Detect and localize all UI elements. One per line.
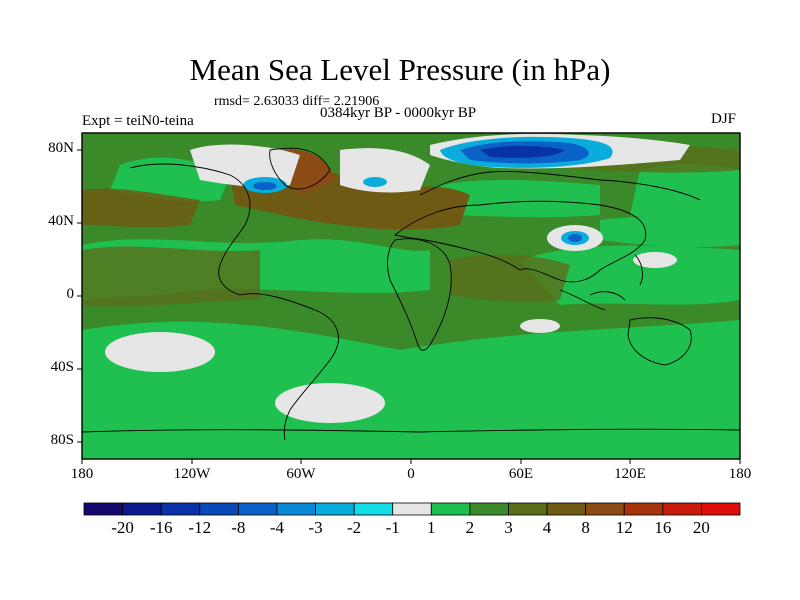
colorbar-swatch xyxy=(353,502,394,516)
experiment-label: Expt = teiN0-teina xyxy=(82,113,194,129)
colorbar-swatch xyxy=(430,502,471,516)
colorbar-label: 4 xyxy=(542,518,552,537)
colorbar-label: -2 xyxy=(347,518,362,537)
colorbar-swatch xyxy=(199,502,239,516)
colorbar-swatch xyxy=(508,502,548,516)
x-tick-label: 120E xyxy=(614,466,646,482)
colorbar xyxy=(83,502,741,516)
y-tick-label: 80S xyxy=(50,432,74,448)
colorbar-label: -16 xyxy=(149,518,173,537)
colorbar-label: 12 xyxy=(615,518,633,537)
colorbar-swatch xyxy=(392,502,432,516)
colorbar-label: 2 xyxy=(465,518,475,537)
colorbar-label: 1 xyxy=(427,518,436,537)
x-tick-label: 60W xyxy=(286,466,316,482)
colorbar-label: 16 xyxy=(654,518,672,537)
colorbar-swatch xyxy=(469,502,509,516)
colorbar-label: -3 xyxy=(308,518,323,537)
x-tick-label: 180 xyxy=(70,466,94,482)
colorbar-swatch xyxy=(585,502,625,516)
colorbar-label: -20 xyxy=(111,518,134,537)
colorbar-swatch xyxy=(276,502,316,516)
x-tick-label: 60E xyxy=(508,466,534,482)
x-tick-label: 120W xyxy=(173,466,211,482)
y-tick-label: 40S xyxy=(50,359,74,375)
stats-text: rmsd= 2.63033 diff= 2.21906 xyxy=(214,94,380,109)
y-tick-label: 40N xyxy=(48,213,74,229)
colorbar-swatch xyxy=(237,502,278,516)
colorbar-swatch xyxy=(83,502,123,516)
y-tick-label: 80N xyxy=(48,140,74,156)
colorbar-swatch xyxy=(546,502,587,516)
colorbar-label: 20 xyxy=(692,518,710,537)
colorbar-label: -1 xyxy=(385,518,400,537)
period-label: 0384kyr BP - 0000kyr BP xyxy=(320,105,477,121)
colorbar-label: -4 xyxy=(269,518,285,537)
chart-title: Mean Sea Level Pressure (in hPa) xyxy=(189,52,611,87)
colorbar-swatch xyxy=(701,502,741,516)
colorbar-swatch xyxy=(662,502,702,516)
y-tick-label: 0 xyxy=(66,286,75,302)
colorbar-label: -8 xyxy=(231,518,246,537)
colorbar-swatch xyxy=(315,502,355,516)
colorbar-swatch xyxy=(160,502,201,516)
map-field xyxy=(82,133,740,459)
season-label: DJF xyxy=(711,111,737,127)
colorbar-label: 3 xyxy=(504,518,513,537)
colorbar-swatch xyxy=(623,502,664,516)
coastlines xyxy=(82,147,740,441)
colorbar-label: -12 xyxy=(188,518,212,537)
axis-ticks xyxy=(77,149,741,464)
x-tick-label: 0 xyxy=(407,466,415,482)
colorbar-swatch xyxy=(122,502,162,516)
x-tick-label: 180 xyxy=(728,466,752,482)
colorbar-label: 8 xyxy=(581,518,590,537)
